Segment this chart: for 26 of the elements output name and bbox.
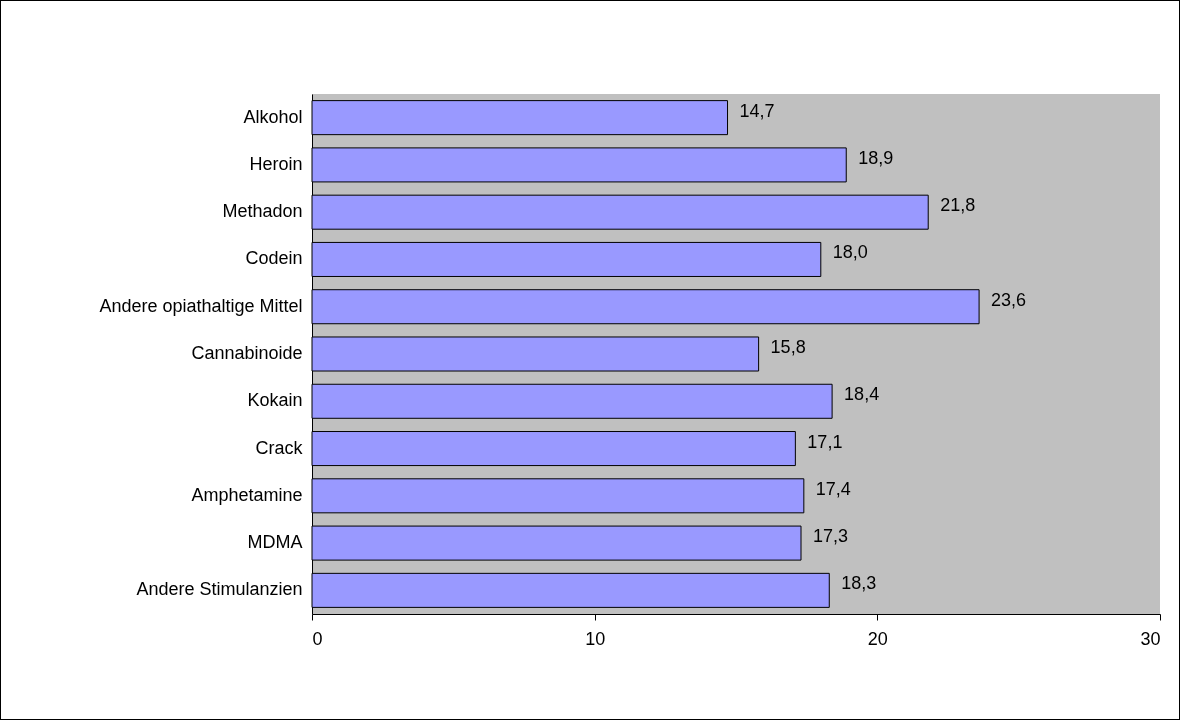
y-tick-label: Andere opiathaltige Mittel: [99, 295, 303, 316]
data-label: 21,8: [940, 195, 976, 216]
data-label: 17,3: [813, 526, 849, 547]
data-label: 17,1: [807, 431, 843, 452]
y-tick-label: Alkohol: [243, 106, 303, 127]
data-label: 18,0: [832, 242, 868, 263]
x-tick-label: 30: [1140, 628, 1161, 649]
y-tick-label: Andere Stimulanzien: [136, 579, 303, 600]
data-label: 15,8: [770, 337, 806, 357]
x-tick-label: 10: [585, 628, 606, 649]
y-tick-label: Heroin: [249, 153, 303, 174]
data-label: 17,4: [815, 478, 851, 499]
y-tick-label: Kokain: [247, 390, 303, 411]
data-label: 14,7: [739, 100, 775, 121]
data-label: 18,9: [858, 147, 894, 168]
y-tick-label: Cannabinoide: [191, 343, 303, 363]
y-tick-label: MDMA: [247, 532, 303, 553]
y-tick-label: Codein: [245, 248, 303, 269]
data-label: 18,4: [844, 384, 880, 405]
data-label: 18,3: [841, 573, 877, 594]
data-label: 23,6: [991, 289, 1027, 310]
x-tick-label: 0: [312, 628, 323, 649]
y-tick-label: Crack: [255, 437, 304, 458]
y-tick-label: Amphetamine: [191, 484, 303, 505]
x-tick-label: 20: [867, 628, 888, 649]
y-tick-label: Methadon: [222, 201, 303, 222]
